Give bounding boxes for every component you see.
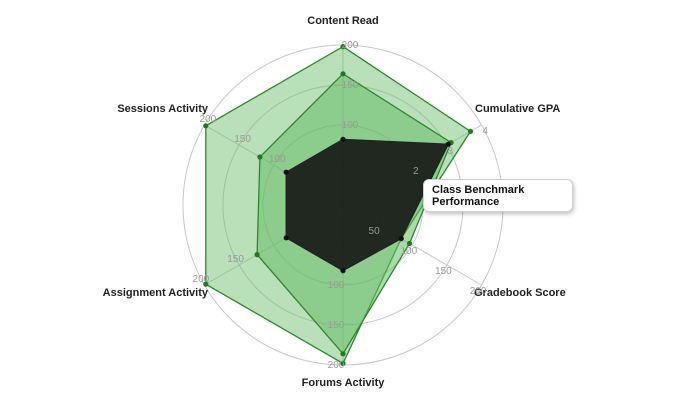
axis-label-5: Assignment Activity (103, 287, 209, 299)
tick-label-6-2: 150 (234, 134, 251, 145)
tick-label-4-2: 150 (328, 320, 345, 331)
chart-tooltip: Class Benchmark Performance (423, 179, 573, 212)
series-1-point-4 (340, 360, 346, 366)
radar-series (203, 44, 474, 366)
series-1-point-2 (467, 128, 474, 134)
series-1-point-1 (340, 44, 346, 50)
series-2-point-5 (254, 252, 260, 258)
series-3-point-6 (283, 169, 289, 175)
tick-label-6-3: 200 (200, 114, 217, 125)
series-2-point-4 (340, 351, 346, 357)
tick-label-6-1: 100 (269, 154, 286, 165)
series-1-point-6 (203, 123, 209, 129)
series-2-point-6 (257, 154, 263, 160)
tick-label-2-2: 3 (448, 146, 454, 157)
tick-label-4-1: 100 (328, 280, 345, 291)
radar-axis-labels: Content Read Cumulative GPA Gradebook Scor… (103, 15, 566, 389)
radar-tick-labels: 100 150 200 2 3 4 50 100 150 200 100 150 200 150 200 10… (193, 40, 489, 371)
tick-label-3-2: 100 (400, 246, 417, 257)
tick-label-5-1: 150 (227, 254, 244, 265)
tick-label-3-3: 150 (435, 266, 452, 277)
tooltip-line-2: Performance (432, 196, 500, 208)
series-3-point-4 (340, 268, 346, 274)
tick-label-3-1: 50 (369, 226, 381, 237)
axis-label-1: Content Read (307, 15, 379, 27)
tick-label-5-2: 200 (193, 274, 210, 285)
tick-label-2-1: 2 (413, 166, 419, 177)
series-3-point-5 (283, 235, 289, 241)
series-3-point-1 (340, 136, 346, 142)
tick-label-3-4: 200 (470, 286, 487, 297)
tick-label-1-2: 150 (342, 80, 359, 91)
series-3-point-2 (445, 141, 451, 147)
axis-label-2: Cumulative GPA (475, 103, 560, 115)
series-2-point-3 (406, 240, 413, 246)
tick-label-2-3: 4 (482, 126, 488, 137)
series-2-point-1 (340, 71, 346, 77)
axis-label-4: Forums Activity (302, 377, 386, 389)
axis-label-6: Sessions Activity (117, 103, 209, 115)
axis-label-3: Gradebook Score (474, 287, 566, 299)
tick-label-1-1: 100 (342, 120, 359, 131)
tick-label-4-3: 200 (328, 360, 345, 371)
tooltip-line-1: Class Benchmark (432, 184, 525, 196)
series-3-point-3 (398, 236, 404, 242)
tick-label-1-3: 200 (342, 40, 359, 51)
series-1-point-5 (203, 281, 209, 287)
